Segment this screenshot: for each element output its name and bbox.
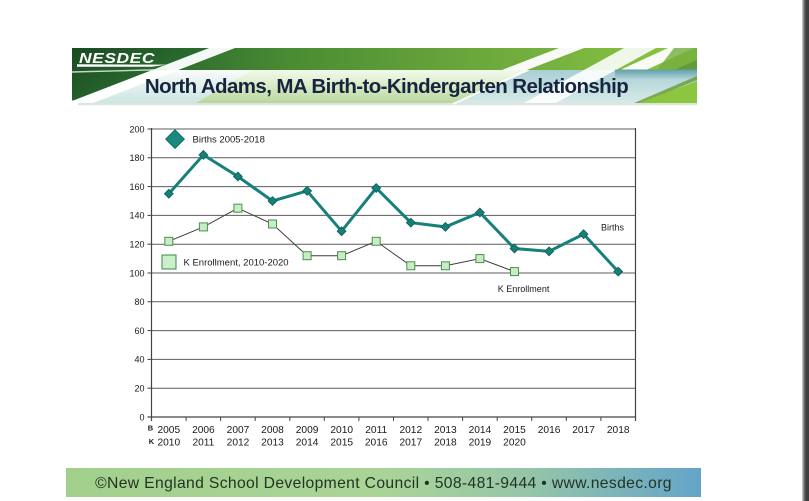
- svg-text:100: 100: [129, 268, 144, 278]
- svg-text:2010: 2010: [157, 438, 180, 449]
- svg-text:2014: 2014: [296, 438, 319, 449]
- svg-text:120: 120: [129, 240, 144, 250]
- svg-text:2019: 2019: [469, 438, 492, 449]
- svg-text:2015: 2015: [330, 438, 353, 449]
- svg-text:180: 180: [129, 153, 144, 163]
- svg-text:2006: 2006: [192, 425, 215, 436]
- svg-text:2018: 2018: [607, 425, 630, 436]
- svg-text:2012: 2012: [399, 425, 422, 436]
- svg-text:2018: 2018: [434, 438, 457, 449]
- svg-text:Births 2005-2018: Births 2005-2018: [193, 135, 265, 146]
- svg-text:2005: 2005: [157, 425, 180, 436]
- svg-text:160: 160: [129, 182, 144, 192]
- svg-text:2017: 2017: [572, 425, 595, 436]
- svg-text:2020: 2020: [503, 438, 526, 449]
- svg-text:2010: 2010: [330, 425, 353, 436]
- svg-text:2015: 2015: [503, 425, 526, 436]
- svg-text:2008: 2008: [261, 425, 284, 436]
- svg-text:2009: 2009: [296, 425, 319, 436]
- svg-text:200: 200: [129, 124, 144, 134]
- svg-text:2017: 2017: [399, 438, 422, 449]
- svg-text:0: 0: [139, 412, 144, 422]
- svg-text:Births: Births: [601, 222, 625, 232]
- svg-text:2011: 2011: [192, 438, 214, 449]
- svg-text:2016: 2016: [365, 438, 388, 449]
- svg-text:2012: 2012: [227, 438, 250, 449]
- svg-text:60: 60: [134, 326, 144, 336]
- svg-text:140: 140: [129, 211, 144, 221]
- svg-text:K Enrollment: K Enrollment: [498, 284, 550, 294]
- svg-text:2016: 2016: [538, 425, 561, 436]
- svg-text:K: K: [149, 437, 155, 446]
- svg-text:B: B: [148, 424, 154, 433]
- svg-text:40: 40: [134, 355, 144, 365]
- svg-text:20: 20: [134, 384, 144, 394]
- svg-text:2014: 2014: [469, 425, 492, 436]
- svg-text:2011: 2011: [365, 425, 387, 436]
- svg-text:K Enrollment, 2010-2020: K Enrollment, 2010-2020: [184, 258, 289, 269]
- svg-text:2013: 2013: [434, 425, 457, 436]
- svg-text:2013: 2013: [261, 438, 284, 449]
- svg-text:80: 80: [134, 297, 144, 307]
- svg-text:2007: 2007: [227, 425, 250, 436]
